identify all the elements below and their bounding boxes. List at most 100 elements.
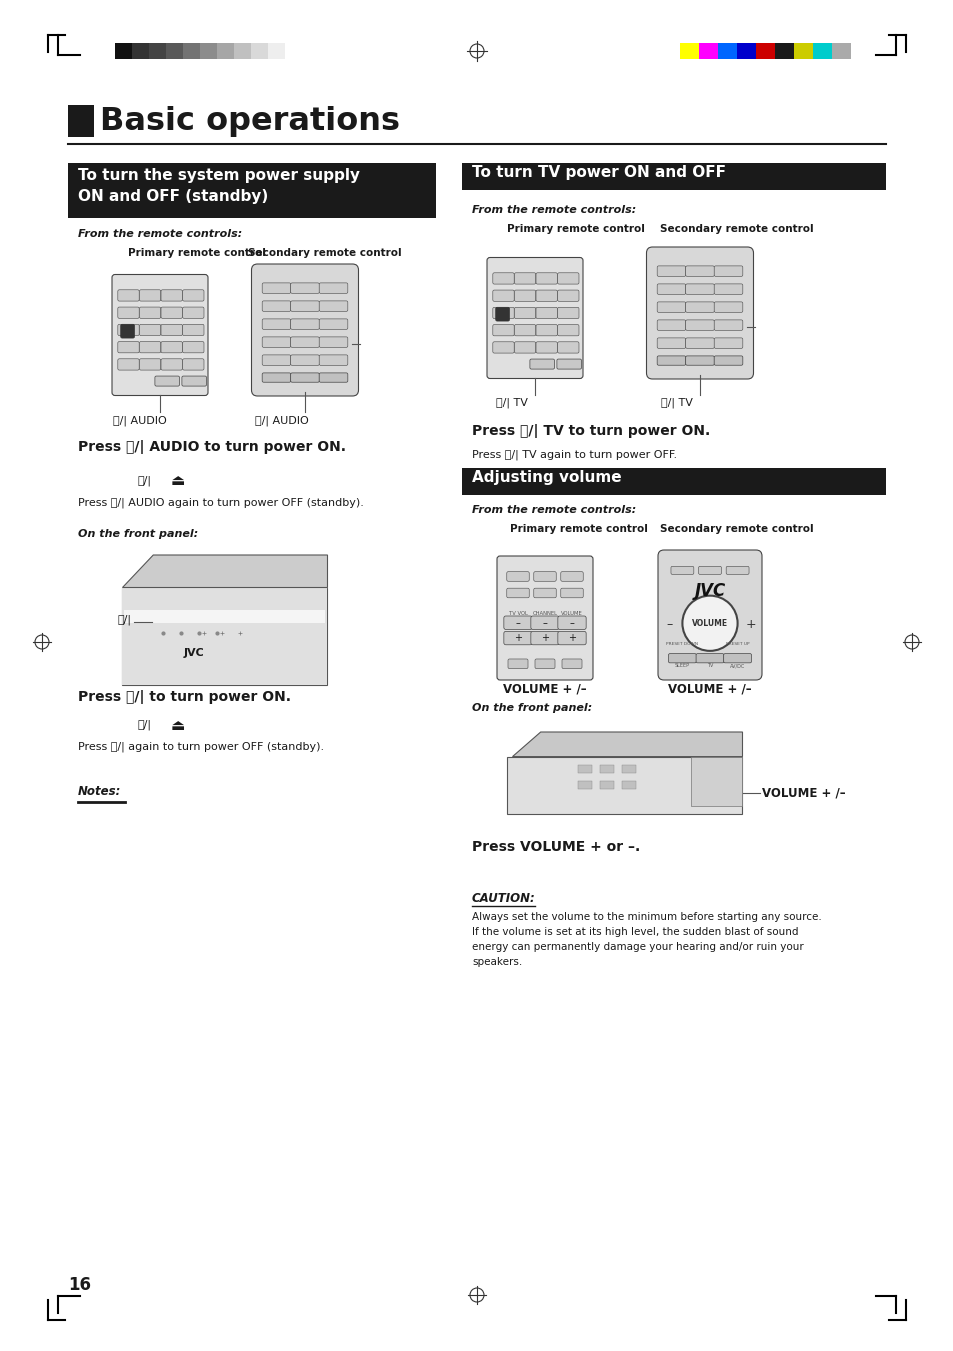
Text: On the front panel:: On the front panel: [78,530,198,539]
Text: ⏻/| TV: ⏻/| TV [660,399,692,408]
FancyBboxPatch shape [182,324,204,335]
FancyBboxPatch shape [493,324,514,336]
FancyBboxPatch shape [182,290,204,301]
Bar [599,781,614,789]
FancyBboxPatch shape [714,320,742,331]
FancyBboxPatch shape [536,290,557,301]
Bar [125,609,325,623]
FancyBboxPatch shape [112,274,208,396]
FancyBboxPatch shape [714,301,742,312]
Bar [461,467,885,494]
FancyBboxPatch shape [291,336,319,347]
FancyBboxPatch shape [657,338,685,349]
FancyBboxPatch shape [558,273,578,284]
FancyBboxPatch shape [118,290,139,301]
Text: Press ⏻/| TV again to turn power OFF.: Press ⏻/| TV again to turn power OFF. [472,450,677,461]
FancyBboxPatch shape [536,324,557,336]
Text: To turn the system power supply: To turn the system power supply [78,168,359,182]
FancyBboxPatch shape [657,301,685,312]
FancyBboxPatch shape [182,342,204,353]
Text: Press ⏻/| AUDIO to turn power ON.: Press ⏻/| AUDIO to turn power ON. [78,440,346,454]
Bar [831,43,850,59]
Bar [122,588,327,685]
FancyBboxPatch shape [534,588,556,597]
Bar [68,163,436,218]
FancyBboxPatch shape [514,324,536,336]
Text: Basic operations: Basic operations [100,105,399,136]
FancyBboxPatch shape [154,376,179,386]
FancyBboxPatch shape [668,654,696,663]
FancyBboxPatch shape [182,307,204,319]
Polygon shape [122,555,327,588]
Text: +: + [540,634,548,643]
Bar [122,588,327,685]
FancyBboxPatch shape [560,571,582,581]
Bar [737,43,755,59]
FancyBboxPatch shape [493,273,514,284]
FancyBboxPatch shape [139,342,161,353]
FancyBboxPatch shape [558,290,578,301]
FancyBboxPatch shape [139,324,161,335]
Bar [216,43,233,59]
Bar [68,105,94,136]
FancyBboxPatch shape [514,342,536,353]
Bar [793,43,812,59]
Text: –: – [666,617,672,631]
FancyBboxPatch shape [657,284,685,295]
Bar [699,43,718,59]
FancyBboxPatch shape [558,324,578,336]
Bar [183,43,200,59]
Text: Adjusting volume: Adjusting volume [472,470,621,485]
Circle shape [681,596,737,651]
FancyBboxPatch shape [118,342,139,353]
Bar [125,609,325,623]
Text: CAUTION:: CAUTION: [472,892,536,905]
Bar [233,43,251,59]
FancyBboxPatch shape [139,290,161,301]
Text: Notes:: Notes: [78,785,121,798]
FancyBboxPatch shape [291,282,319,293]
Text: From the remote controls:: From the remote controls: [78,230,242,239]
FancyBboxPatch shape [657,320,685,331]
FancyBboxPatch shape [319,319,348,330]
Bar [166,43,183,59]
FancyBboxPatch shape [262,336,291,347]
FancyBboxPatch shape [118,324,139,335]
FancyBboxPatch shape [557,359,581,369]
Text: +: + [514,634,521,643]
Bar [578,765,592,773]
FancyBboxPatch shape [182,376,206,386]
FancyBboxPatch shape [319,301,348,311]
FancyBboxPatch shape [714,284,742,295]
Text: ⏏: ⏏ [171,717,185,734]
Text: –: – [542,617,547,628]
Text: ⏻/|: ⏻/| [138,476,152,485]
FancyBboxPatch shape [493,307,514,319]
Text: From the remote controls:: From the remote controls: [472,505,636,515]
Text: ⏻/|: ⏻/| [118,615,132,626]
FancyBboxPatch shape [714,338,742,349]
FancyBboxPatch shape [291,301,319,311]
Bar [115,43,132,59]
FancyBboxPatch shape [530,616,558,630]
FancyBboxPatch shape [262,301,291,311]
Bar [268,43,285,59]
FancyBboxPatch shape [530,631,558,644]
Text: ⏻/| AUDIO: ⏻/| AUDIO [113,415,167,426]
Text: On the front panel:: On the front panel: [472,703,592,713]
Text: Press ⏻/| to turn power ON.: Press ⏻/| to turn power ON. [78,690,291,704]
FancyBboxPatch shape [182,359,204,370]
FancyBboxPatch shape [506,588,529,597]
Bar [679,43,699,59]
FancyBboxPatch shape [558,616,585,630]
FancyBboxPatch shape [506,571,529,581]
FancyBboxPatch shape [496,307,509,322]
Bar [132,43,149,59]
FancyBboxPatch shape [161,324,182,335]
FancyBboxPatch shape [139,359,161,370]
FancyBboxPatch shape [139,307,161,319]
Text: JVC: JVC [184,647,204,658]
Text: Press ⏻/| again to turn power OFF (standby).: Press ⏻/| again to turn power OFF (stand… [78,742,324,753]
FancyBboxPatch shape [536,273,557,284]
FancyBboxPatch shape [698,566,720,574]
